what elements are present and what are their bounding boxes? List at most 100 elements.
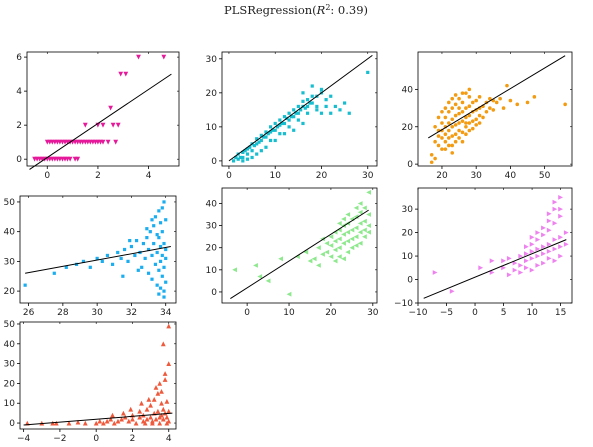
data-point (362, 234, 367, 240)
data-point (316, 263, 321, 268)
data-point (121, 274, 125, 278)
data-point (157, 236, 161, 240)
data-point (150, 218, 154, 222)
x-tick-label: 10 (526, 308, 538, 318)
data-point (289, 115, 294, 119)
data-point (265, 278, 271, 284)
data-point (144, 416, 150, 422)
data-point (453, 132, 458, 137)
data-point (294, 111, 298, 115)
data-point (160, 341, 166, 347)
data-point (443, 139, 448, 144)
data-point (301, 99, 305, 103)
data-point (164, 280, 168, 284)
data-point (558, 206, 563, 212)
data-point (159, 412, 164, 418)
data-point (310, 101, 314, 105)
data-point (166, 408, 172, 414)
data-point (506, 256, 512, 261)
y-tick-label: 4 (16, 87, 22, 97)
data-point (255, 142, 259, 146)
data-point (324, 240, 330, 246)
data-point (366, 229, 371, 235)
data-point (144, 406, 150, 412)
data-point (148, 230, 152, 234)
data-point (498, 96, 502, 101)
data-point (552, 258, 558, 264)
data-point (128, 406, 134, 412)
data-point (129, 244, 134, 249)
points (231, 70, 370, 163)
data-point (82, 122, 88, 128)
data-point (123, 71, 129, 77)
data-point (282, 115, 287, 119)
data-point (81, 259, 86, 263)
data-point (450, 124, 455, 129)
data-point (353, 214, 359, 220)
data-point (450, 106, 455, 110)
x-tick-label: 2 (95, 171, 101, 181)
data-point (155, 283, 159, 287)
data-point (457, 121, 461, 125)
y-tick-label: 6 (16, 53, 22, 63)
data-point (119, 256, 123, 261)
data-point (231, 159, 236, 163)
data-point (515, 102, 520, 107)
x-tick-label: 30 (362, 171, 374, 181)
data-point (333, 104, 337, 109)
data-point (518, 263, 524, 268)
data-point (329, 111, 333, 115)
y-tick-label: 10 (4, 399, 16, 409)
data-point (108, 416, 114, 422)
data-point (558, 253, 563, 259)
x-tick-label: −4 (17, 434, 31, 444)
data-point (336, 236, 342, 242)
title-sup: 2 (325, 3, 330, 12)
data-point (273, 121, 277, 126)
data-point (52, 271, 56, 275)
data-point (155, 233, 159, 237)
data-point (453, 102, 458, 107)
data-point (162, 371, 168, 376)
x-tick-label: 30 (367, 308, 379, 318)
data-point (64, 265, 68, 269)
data-point (474, 123, 478, 127)
data-point (457, 128, 461, 133)
x-tick-label: 0 (226, 171, 232, 181)
axes-frame (19, 321, 177, 430)
data-point (93, 420, 99, 426)
data-point (447, 110, 451, 114)
subplot-1: 0 2 4 0 2 4 6 (16, 51, 180, 181)
data-point (558, 195, 563, 200)
data-point (95, 256, 99, 261)
data-point (159, 389, 164, 394)
data-point (299, 108, 303, 112)
data-point (362, 205, 367, 211)
y-tick-label: 20 (4, 379, 16, 389)
data-point (287, 111, 291, 115)
data-point (280, 121, 284, 126)
data-point (140, 265, 144, 269)
data-point (541, 232, 546, 238)
y-tick-label: 50 (4, 198, 16, 208)
fit-line (25, 246, 171, 274)
y-tick-label: 0 (407, 276, 413, 286)
data-point (464, 132, 468, 137)
y-tick-label: 40 (402, 85, 414, 95)
data-point (257, 274, 263, 279)
data-point (558, 244, 563, 250)
data-point (245, 147, 250, 151)
data-point (157, 381, 163, 386)
data-point (341, 240, 346, 246)
data-point (529, 267, 535, 273)
data-point (328, 234, 334, 240)
data-point (336, 254, 342, 259)
data-point (157, 268, 161, 272)
y-tick-label: 2 (16, 121, 22, 131)
data-point (443, 147, 448, 151)
data-point (524, 258, 529, 264)
data-point (152, 241, 156, 246)
data-point (108, 105, 113, 111)
data-point (255, 152, 259, 156)
data-point (75, 419, 81, 425)
